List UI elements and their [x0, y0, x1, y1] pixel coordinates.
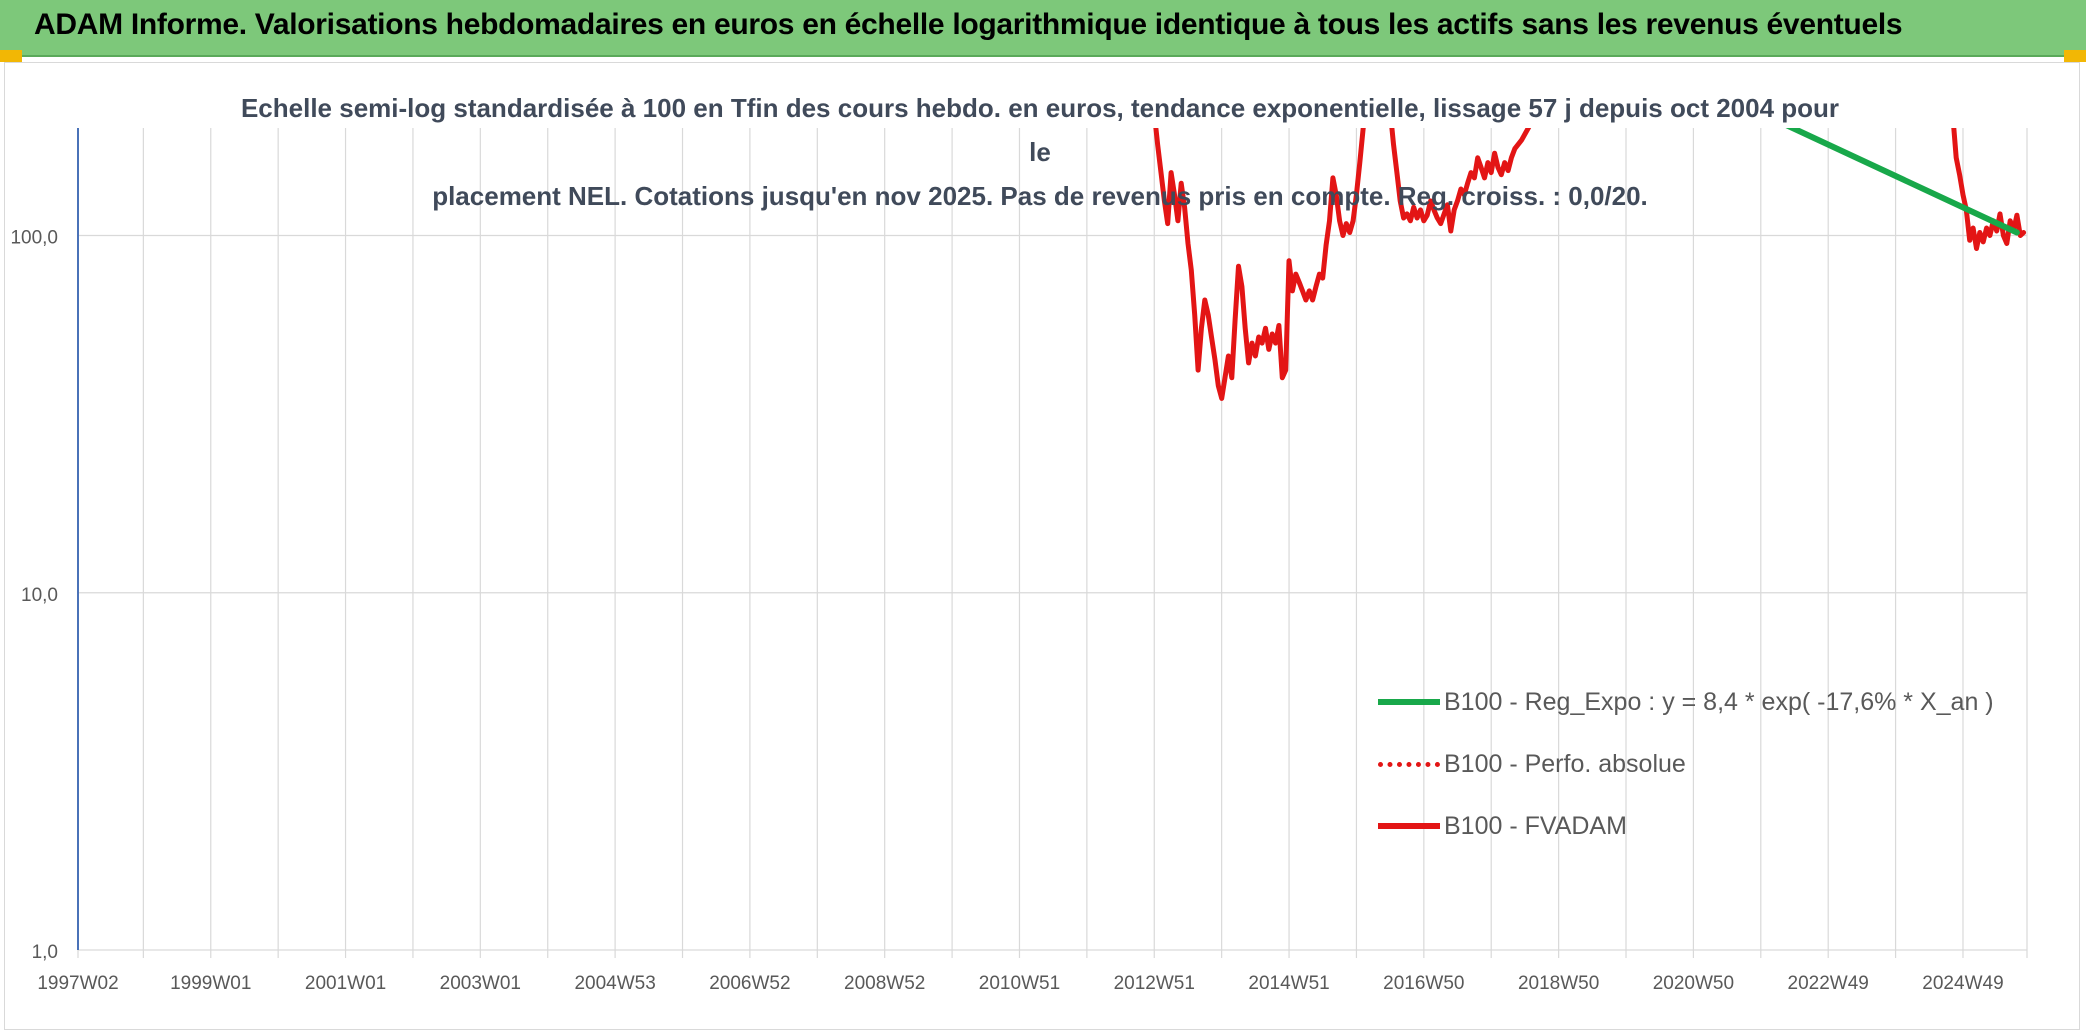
axes: 1,0 10,0 100,0 1997W02 1999W01 2001W01 2003W01…	[10, 128, 2028, 994]
x-tick-label: 2003W01	[440, 973, 521, 994]
corner-accent-left	[0, 50, 22, 62]
series-line-solid-green	[1785, 128, 2020, 236]
report-header: ADAM Informe. Valorisations hebdomadaire…	[0, 0, 2086, 57]
x-tick-label: 2010W51	[979, 973, 1060, 994]
report-title: ADAM Informe. Valorisations hebdomadaire…	[34, 8, 1903, 41]
y-tick-label: 100,0	[10, 228, 58, 249]
x-tick-label: 2022W49	[1788, 973, 1869, 994]
chart-title: Echelle semi-log standardisée à 100 en T…	[240, 86, 1840, 218]
series-line-solid-red	[1919, 120, 1922, 124]
x-tick-label: 2001W01	[305, 973, 386, 994]
y-tick-label: 10,0	[21, 585, 58, 606]
chart-frame	[4, 62, 2080, 1030]
legend-label-perfo-absolue: B100 - Perfo. absolue	[1444, 750, 1686, 778]
grid-lines	[78, 128, 2028, 951]
series-line-solid-red	[1389, 128, 1532, 234]
legend-swatch-green	[1378, 699, 1440, 705]
series-line-solid-red	[1951, 128, 2027, 251]
y-tick-label: 1,0	[32, 942, 58, 963]
legend-swatch-red	[1378, 823, 1440, 829]
x-tick-label: 1999W01	[170, 973, 251, 994]
x-tick-label: 2012W51	[1114, 973, 1195, 994]
x-tick-label: 1997W02	[37, 973, 118, 994]
x-tick-label: 2004W53	[574, 973, 655, 994]
legend-label-fvadam: B100 - FVADAM	[1444, 812, 1627, 840]
series-line-solid-red	[1153, 128, 1366, 401]
x-tick-label: 2016W50	[1383, 973, 1464, 994]
series-layer	[1153, 120, 2027, 401]
x-tick-label: 2006W52	[709, 973, 790, 994]
chart-title-line-1: Echelle semi-log standardisée à 100 en T…	[240, 93, 1840, 167]
chart-title-line-2: placement NEL. Cotations jusqu'en nov 20…	[432, 181, 1648, 211]
x-tick-label: 2020W50	[1653, 973, 1734, 994]
x-tick-label: 2008W52	[844, 973, 925, 994]
x-tick-label: 2018W50	[1518, 973, 1599, 994]
x-tick-label: 2024W49	[1922, 973, 2003, 994]
legend-swatch-dotted-red	[1378, 762, 1440, 767]
x-tick-label: 2014W51	[1248, 973, 1329, 994]
corner-accent-right	[2064, 50, 2086, 62]
legend-label-reg-expo: B100 - Reg_Expo : y = 8,4 * exp( -17,6% …	[1444, 688, 1994, 716]
